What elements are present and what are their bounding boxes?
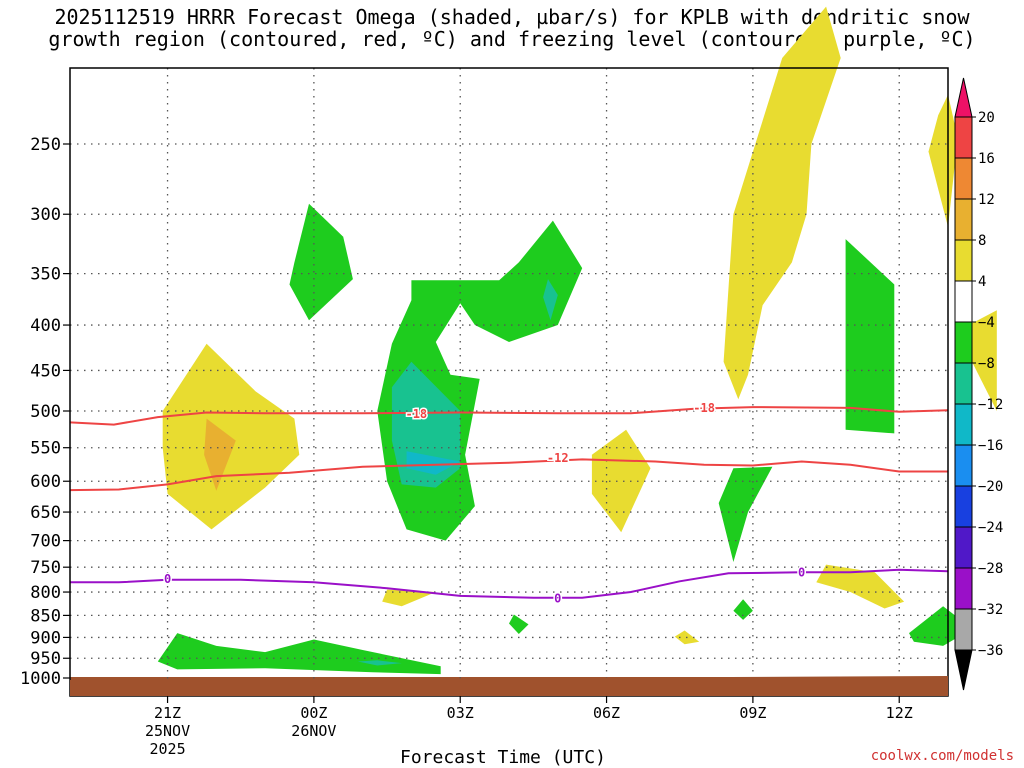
contour-line-1 bbox=[69, 458, 948, 492]
omega-region-14 bbox=[509, 614, 529, 634]
y-tick-label-300: 300 bbox=[30, 205, 61, 225]
colorbar-label-3: 8 bbox=[978, 233, 986, 249]
colorbar-swatch-7 bbox=[954, 362, 973, 405]
colorbar: 20 16 12 8 4 −4 −8 −12 −16 −20 −24 −28 −32 −36 bbox=[954, 77, 1003, 691]
omega-region-10 bbox=[591, 429, 651, 533]
y-tick-label-950: 950 bbox=[30, 649, 61, 669]
y-tick-label-800: 800 bbox=[30, 583, 61, 603]
omega-region-12 bbox=[718, 466, 773, 562]
title-line-2: growth region (contoured, red, ºC) and f… bbox=[48, 27, 976, 51]
colorbar-label-13: −36 bbox=[978, 643, 1003, 659]
y-tick-label-500: 500 bbox=[30, 402, 61, 422]
colorbar-swatch-12 bbox=[954, 567, 973, 610]
colorbar-swatch-13 bbox=[954, 608, 973, 651]
y-tick-label-850: 850 bbox=[30, 606, 61, 626]
colorbar-label-10: −24 bbox=[978, 520, 1003, 536]
contour-label-5: 0 bbox=[798, 565, 805, 579]
y-tick-label-600: 600 bbox=[30, 472, 61, 492]
omega-region-1 bbox=[204, 418, 236, 491]
colorbar-swatch-5 bbox=[954, 280, 973, 323]
contour-label-4: 0 bbox=[554, 591, 561, 605]
y-tick-label-250: 250 bbox=[30, 135, 61, 155]
colorbar-swatch-6 bbox=[954, 321, 973, 364]
colorbar-label-0: 20 bbox=[978, 110, 995, 126]
colorbar-label-1: 16 bbox=[978, 151, 995, 167]
x-axis-label: Forecast Time (UTC) bbox=[400, 747, 606, 768]
x-tick-label-09Z: 09Z bbox=[739, 704, 766, 722]
omega-region-11 bbox=[845, 239, 895, 434]
y-tick-label-350: 350 bbox=[30, 265, 61, 285]
omega-region-13 bbox=[382, 589, 436, 607]
title-line-1: 2025112519 HRRR Forecast Omega (shaded, … bbox=[54, 5, 970, 29]
x-tick-date-21Z: 25NOV bbox=[145, 722, 190, 740]
colorbar-bottom-arrow bbox=[954, 649, 973, 691]
y-tick-label-650: 650 bbox=[30, 503, 61, 523]
credit-text: coolwx.com/models bbox=[870, 748, 1014, 764]
colorbar-swatch-9 bbox=[954, 444, 973, 487]
y-tick-label-900: 900 bbox=[30, 628, 61, 648]
colorbar-label-2: 12 bbox=[978, 192, 995, 208]
omega-region-7 bbox=[723, 6, 841, 400]
x-tick-label-21Z: 21Z bbox=[154, 704, 181, 722]
y-tick-label-450: 450 bbox=[30, 361, 61, 381]
omega-region-15 bbox=[733, 599, 753, 620]
omega-shading-layer bbox=[157, 6, 997, 675]
y-tick-label-700: 700 bbox=[30, 532, 61, 552]
x-tick-date-00Z: 26NOV bbox=[291, 722, 336, 740]
colorbar-swatch-4 bbox=[954, 239, 973, 282]
y-tick-label-550: 550 bbox=[30, 439, 61, 459]
x-tick-label-00Z: 00Z bbox=[300, 704, 327, 722]
colorbar-label-7: −12 bbox=[978, 397, 1003, 413]
y-tick-label-400: 400 bbox=[30, 316, 61, 336]
omega-region-19 bbox=[157, 633, 441, 675]
y-tick-label-750: 750 bbox=[30, 558, 61, 578]
colorbar-label-12: −32 bbox=[978, 602, 1003, 618]
omega-region-6 bbox=[543, 279, 558, 321]
colorbar-swatch-2 bbox=[954, 157, 973, 200]
omega-region-8 bbox=[928, 94, 958, 227]
omega-region-5 bbox=[406, 451, 461, 475]
contour-layer bbox=[69, 406, 949, 599]
contour-label-3: 0 bbox=[164, 572, 171, 586]
x-tick-label-06Z: 06Z bbox=[593, 704, 620, 722]
x-tick-label-03Z: 03Z bbox=[447, 704, 474, 722]
x-tick-year-21Z: 2025 bbox=[149, 740, 185, 758]
colorbar-swatch-8 bbox=[954, 403, 973, 446]
colorbar-label-11: −28 bbox=[978, 561, 1003, 577]
colorbar-label-8: −16 bbox=[978, 438, 1003, 454]
contour-label-2: -18 bbox=[693, 401, 715, 415]
colorbar-swatch-3 bbox=[954, 198, 973, 241]
x-tick-label-12Z: 12Z bbox=[886, 704, 913, 722]
colorbar-top-arrow bbox=[954, 77, 973, 118]
colorbar-label-4: 4 bbox=[978, 274, 986, 290]
colorbar-label-5: −4 bbox=[978, 315, 995, 331]
chart-title: 2025112519 HRRR Forecast Omega (shaded, … bbox=[0, 6, 1024, 50]
omega-region-2 bbox=[289, 203, 353, 321]
contour-line-0 bbox=[69, 406, 949, 426]
colorbar-label-6: −8 bbox=[978, 356, 995, 372]
colorbar-swatch-11 bbox=[954, 526, 973, 569]
omega-region-17 bbox=[816, 564, 905, 609]
omega-region-9 bbox=[967, 310, 997, 411]
contour-label-1: -12 bbox=[547, 451, 569, 465]
omega-region-20 bbox=[357, 660, 402, 666]
omega-region-0 bbox=[162, 343, 300, 530]
contour-line-2 bbox=[70, 568, 949, 599]
colorbar-swatch-1 bbox=[954, 116, 973, 159]
ground-slope bbox=[70, 676, 948, 696]
y-tick-label-1000: 1000 bbox=[20, 669, 61, 689]
colorbar-label-9: −20 bbox=[978, 479, 1003, 495]
contour-label-layer: -18 -12 -18 0 0 0 bbox=[162, 399, 806, 606]
contour-label-0: -18 bbox=[405, 407, 427, 421]
colorbar-swatch-10 bbox=[954, 485, 973, 528]
y-axis: 2503003504004505005506006507007508008509… bbox=[20, 135, 70, 689]
